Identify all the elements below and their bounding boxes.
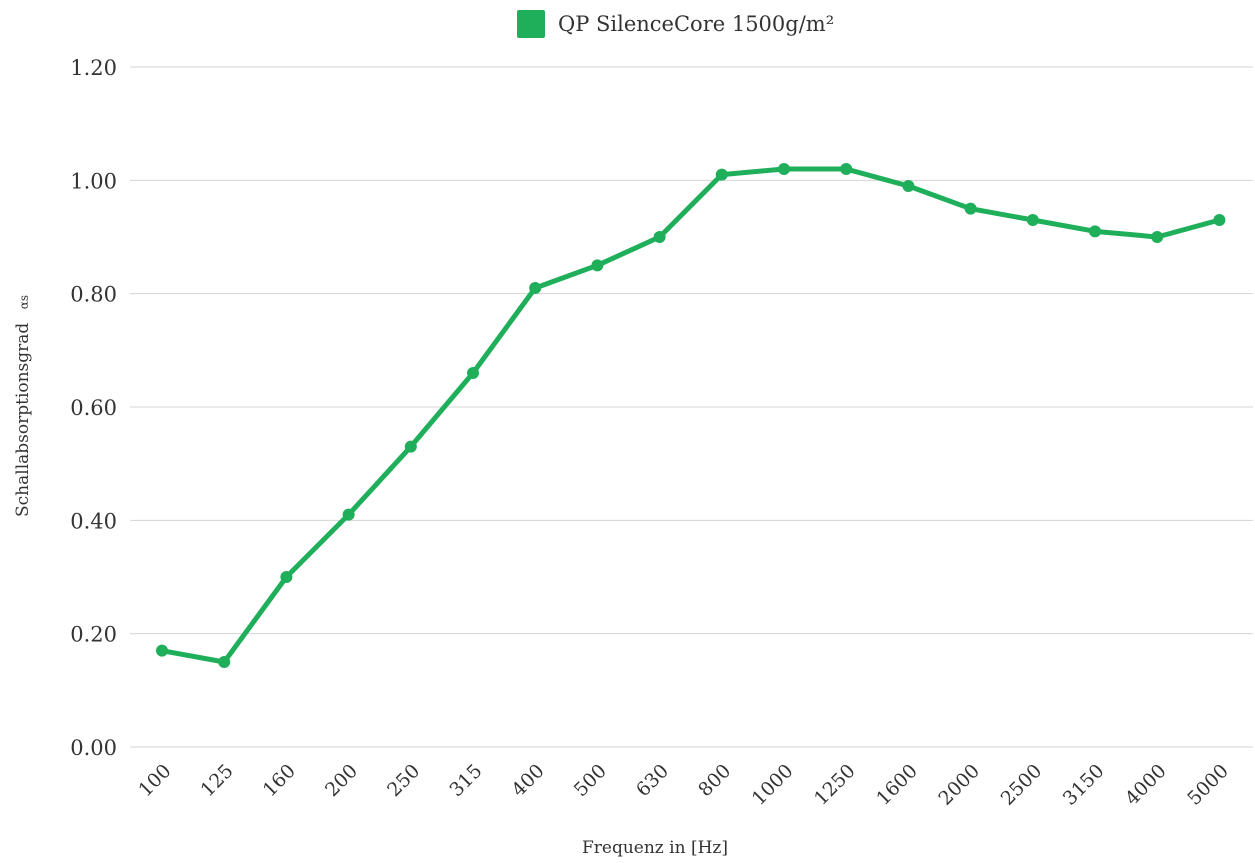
x-tick-label: 4000: [1121, 760, 1171, 810]
x-tick-label: 1000: [748, 760, 798, 810]
series-layer: [156, 163, 1226, 668]
x-tick-label: 125: [197, 760, 238, 801]
data-point[interactable]: [778, 163, 790, 175]
x-tick-label: 800: [694, 760, 735, 801]
x-tick-label: 2000: [934, 760, 984, 810]
y-tick-label: 0.60: [70, 396, 117, 420]
series-line: [159, 166, 1222, 665]
data-point[interactable]: [404, 440, 417, 453]
x-tick-label: 1600: [872, 760, 922, 810]
legend-swatch: [517, 10, 545, 38]
x-tick-labels: 100 125 160 200 250 315 400 500 630 800 1000 1250 16…: [134, 760, 1233, 810]
y-tick-label: 1.00: [70, 169, 117, 193]
data-point[interactable]: [1213, 214, 1226, 226]
data-point[interactable]: [156, 644, 168, 657]
x-tick-label: 200: [321, 760, 362, 801]
data-point[interactable]: [1151, 231, 1164, 243]
y-axis-title-symbol: αs: [17, 295, 31, 309]
x-tick-label: 1250: [810, 760, 860, 810]
x-tick-label: 5000: [1183, 760, 1233, 810]
x-tick-label: 315: [445, 760, 486, 801]
data-point[interactable]: [591, 259, 604, 272]
x-tick-label: 500: [570, 760, 611, 801]
grid-lines: [130, 66, 1253, 748]
data-point[interactable]: [840, 163, 853, 175]
legend-label: QP SilenceCore 1500g/m²: [558, 12, 834, 36]
data-point[interactable]: [1026, 214, 1039, 226]
y-axis-title-text: Schallabsorptionsgrad: [13, 323, 33, 517]
data-point[interactable]: [218, 656, 231, 668]
legend[interactable]: QP SilenceCore 1500g/m²: [517, 10, 834, 38]
y-tick-label: 0.00: [70, 736, 117, 760]
data-point[interactable]: [653, 231, 666, 243]
y-tick-label: 1.20: [70, 56, 117, 80]
x-tick-label: 400: [508, 760, 549, 801]
data-point[interactable]: [467, 367, 479, 379]
y-tick-label: 0.40: [70, 509, 117, 533]
data-point[interactable]: [1089, 225, 1101, 238]
x-tick-label: 100: [134, 760, 175, 801]
x-tick-label: 2500: [997, 760, 1047, 810]
y-tick-label: 0.80: [70, 283, 117, 307]
data-point[interactable]: [342, 508, 355, 521]
x-tick-label: 160: [259, 760, 300, 801]
data-point[interactable]: [964, 202, 977, 215]
x-tick-label: 250: [383, 760, 424, 801]
x-tick-label: 3150: [1059, 760, 1109, 810]
y-axis-title: Schallabsorptionsgrad αs: [13, 295, 33, 517]
x-tick-label: 630: [632, 760, 673, 801]
data-point[interactable]: [529, 282, 542, 294]
y-tick-label: 0.20: [70, 623, 117, 647]
x-axis-title: Frequenz in [Hz]: [582, 838, 728, 858]
data-point[interactable]: [280, 571, 293, 583]
data-point[interactable]: [715, 168, 728, 181]
y-tick-labels: 0.00 0.20 0.40 0.60 0.80 1.00 1.20: [70, 56, 117, 760]
data-point[interactable]: [902, 180, 915, 192]
